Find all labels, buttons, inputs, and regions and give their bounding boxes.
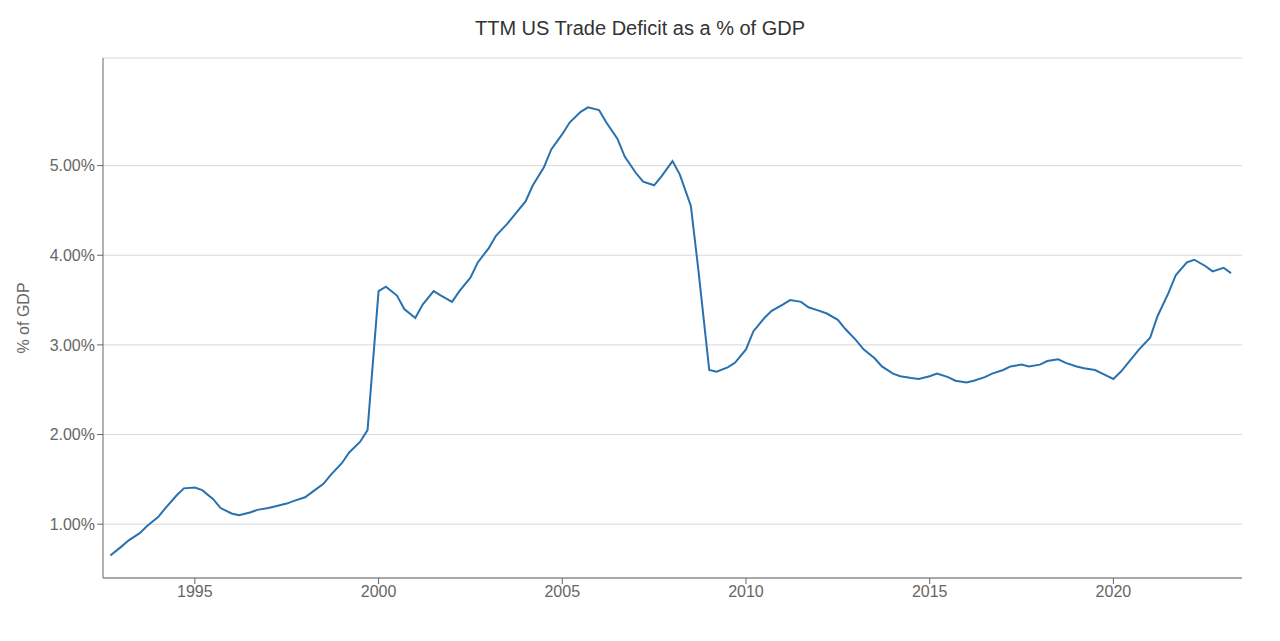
html-text:TTM US Trade Deficit as a % of: TTM US Trade Deficit as a % of GDP	[475, 17, 805, 39]
svg-text:5.00%: 5.00%	[50, 157, 95, 174]
svg-text:2000: 2000	[361, 583, 397, 600]
svg-text:2015: 2015	[912, 583, 948, 600]
svg-text:3.00%: 3.00%	[50, 337, 95, 354]
svg-text:2010: 2010	[728, 583, 764, 600]
svg-text:1995: 1995	[177, 583, 213, 600]
svg-text:2.00%: 2.00%	[50, 426, 95, 443]
svg-text:4.00%: 4.00%	[50, 247, 95, 264]
svg-text:1.00%: 1.00%	[50, 516, 95, 533]
svg-text:% of GDP: % of GDP	[15, 282, 32, 353]
svg-text:2020: 2020	[1096, 583, 1132, 600]
svg-text:2005: 2005	[544, 583, 580, 600]
